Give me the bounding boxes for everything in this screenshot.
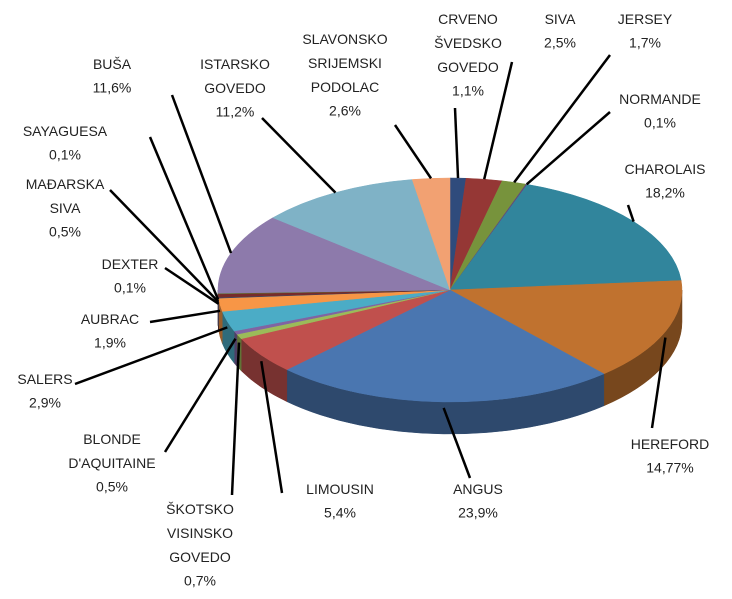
leader-line (150, 137, 218, 300)
leader-line (455, 108, 458, 178)
leader-line (484, 62, 512, 179)
value-label: 0,5% (49, 224, 81, 240)
value-label: 1,9% (94, 335, 126, 351)
value-label: 0,1% (644, 115, 676, 131)
slice-label: JERSEY (618, 11, 673, 27)
value-label: 1,1% (452, 83, 484, 99)
slice-label: AUBRAC (81, 311, 139, 327)
leader-line (262, 118, 335, 193)
value-label: 0,5% (96, 479, 128, 495)
slice-label: LIMOUSIN (306, 481, 374, 497)
value-label: 11,6% (93, 80, 132, 96)
slice-label: BUŠA (93, 56, 132, 72)
leader-line (165, 339, 236, 452)
slice-label: CHAROLAIS (625, 161, 706, 177)
value-label: 23,9% (458, 505, 498, 521)
slice-label: HEREFORD (631, 436, 710, 452)
value-label: 18,2% (645, 185, 685, 201)
value-label: 2,9% (29, 395, 61, 411)
slice-label: SALERS (17, 371, 72, 387)
slice-label: SAYAGUESA (23, 123, 108, 139)
value-label: 14,77% (646, 460, 693, 476)
value-label: 11,2% (216, 104, 255, 120)
value-label: 1,7% (629, 35, 661, 51)
slice-side (234, 331, 237, 366)
value-label: 5,4% (324, 505, 356, 521)
value-label: 0,1% (49, 147, 81, 163)
slice-label: NORMANDE (619, 91, 701, 107)
slice-label: ANGUS (453, 481, 503, 497)
leader-line (395, 125, 431, 178)
value-label: 0,7% (184, 573, 216, 589)
value-label: 2,6% (329, 103, 361, 119)
slice-label: DEXTER (102, 256, 159, 272)
leader-line (232, 343, 239, 495)
value-label: 2,5% (544, 35, 576, 51)
leader-line (514, 55, 610, 182)
leader-line (150, 311, 220, 322)
value-label: 0,1% (114, 280, 146, 296)
slice-label: SIVA (545, 11, 577, 27)
